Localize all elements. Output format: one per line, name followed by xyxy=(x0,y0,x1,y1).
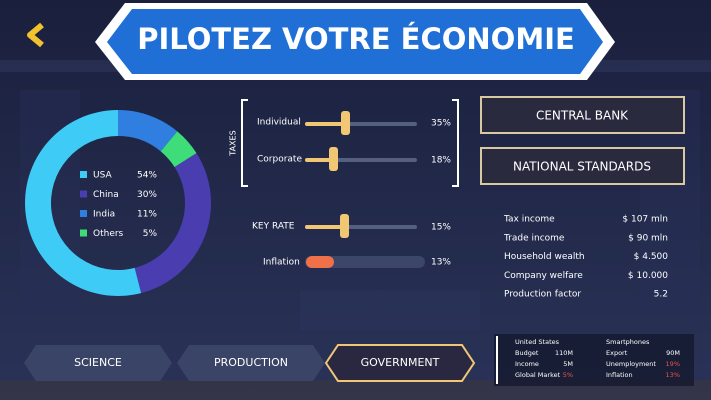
donut-slice xyxy=(134,153,211,294)
info-title: United States xyxy=(515,338,560,346)
info-label: Unemployment xyxy=(606,360,656,368)
stat-value: $ 4.500 xyxy=(634,252,669,262)
info-value: 90M xyxy=(666,349,680,357)
slider-label: Corporate xyxy=(257,155,302,165)
info-label: Global Market xyxy=(515,371,561,379)
legend-name: India xyxy=(93,210,115,220)
inflation-value: 13% xyxy=(431,258,451,268)
tab-bar: SCIENCE PRODUCTION GOVERNMENT xyxy=(24,344,476,382)
info-panel xyxy=(494,334,694,386)
info-value: 110M xyxy=(555,349,573,357)
legend-swatch xyxy=(80,171,87,178)
info-value: 5% xyxy=(563,371,573,379)
tab[interactable]: GOVERNMENT xyxy=(324,344,476,382)
slider-fill xyxy=(305,225,343,229)
button-label[interactable]: CENTRAL BANK xyxy=(536,109,629,123)
inflation-track xyxy=(305,256,425,268)
tab-frame[interactable] xyxy=(24,345,172,381)
info-title: Smartphones xyxy=(606,338,650,346)
legend-value: 5% xyxy=(143,229,158,239)
key-rate-label: KEY RATE xyxy=(252,222,295,232)
stat-label: Tax income xyxy=(503,215,555,225)
legend-value: 30% xyxy=(137,190,157,200)
legend-value: 54% xyxy=(137,171,157,181)
legend-swatch xyxy=(80,190,87,198)
tab[interactable]: SCIENCE xyxy=(24,345,172,381)
info-label: Budget xyxy=(515,349,539,357)
info-value: 19% xyxy=(666,360,680,368)
info-label: Export xyxy=(606,349,628,357)
legend-name: China xyxy=(93,190,119,200)
title: PILOTEZ VOTRE ÉCONOMIE xyxy=(137,22,575,56)
taxes-label: TAXES xyxy=(229,130,238,156)
info-label: Income xyxy=(515,360,539,368)
bracket-right xyxy=(452,99,459,187)
donut-slice xyxy=(160,131,197,168)
tab-label[interactable]: PRODUCTION xyxy=(214,356,288,369)
slider-value: 18% xyxy=(431,156,451,166)
slider-fill xyxy=(305,158,333,162)
national-standards-button[interactable]: NATIONAL STANDARDS xyxy=(480,147,685,185)
donut-chart xyxy=(25,110,211,296)
slider-value: 35% xyxy=(431,119,451,129)
stat-value: 5.2 xyxy=(654,290,668,300)
donut-slice xyxy=(25,110,142,296)
tab-frame[interactable] xyxy=(177,345,325,381)
stat-label: Trade income xyxy=(503,233,565,243)
legend-value: 11% xyxy=(137,210,157,220)
stat-label: Company welfare xyxy=(504,271,583,281)
slider-handle[interactable] xyxy=(341,111,350,135)
slider-handle[interactable] xyxy=(340,214,349,238)
legend-swatch xyxy=(80,229,87,237)
slider-fill xyxy=(305,122,345,126)
central-bank-button[interactable]: CENTRAL BANK xyxy=(480,96,685,134)
inflation-gauge xyxy=(306,256,334,268)
info-value: 5M xyxy=(563,360,573,368)
legend-name: USA xyxy=(93,171,112,181)
back-button[interactable] xyxy=(27,22,44,48)
stat-value: $ 90 mln xyxy=(628,233,668,243)
info-value: 13% xyxy=(666,371,680,379)
tab-frame[interactable] xyxy=(324,344,476,382)
button-frame[interactable] xyxy=(480,96,685,134)
tab[interactable]: PRODUCTION xyxy=(177,345,325,381)
key-rate-value: 15% xyxy=(431,223,451,233)
stat-label: Household wealth xyxy=(504,252,585,262)
stat-value: $ 107 mln xyxy=(622,215,668,225)
donut-slice xyxy=(118,110,178,152)
inflation-label: Inflation xyxy=(263,258,300,268)
tab-label[interactable]: GOVERNMENT xyxy=(361,356,440,369)
button-label[interactable]: NATIONAL STANDARDS xyxy=(513,160,651,174)
taxes-bracket xyxy=(241,99,248,187)
legend: USA 54% China 30% India 11% Others 5% xyxy=(80,171,158,239)
stat-label: Production factor xyxy=(504,290,581,300)
title-banner-inner xyxy=(107,9,603,74)
tab-label[interactable]: SCIENCE xyxy=(74,356,122,369)
stat-value: $ 10.000 xyxy=(628,271,668,281)
legend-swatch xyxy=(80,210,87,217)
info-label: Inflation xyxy=(606,371,633,379)
stats-list: Tax income $ 107 mln Trade income $ 90 mln H… xyxy=(503,215,668,300)
slider-handle[interactable] xyxy=(329,147,338,171)
button-frame[interactable] xyxy=(480,147,685,185)
slider-label: Individual xyxy=(257,118,301,128)
legend-name: Others xyxy=(93,229,124,239)
